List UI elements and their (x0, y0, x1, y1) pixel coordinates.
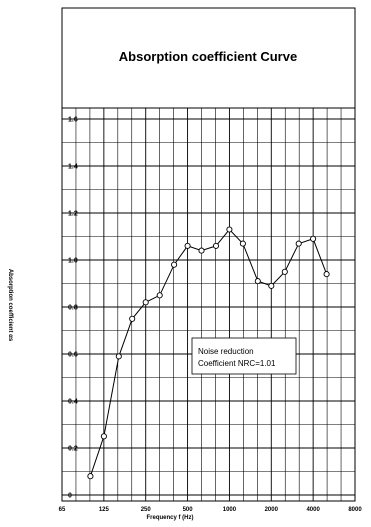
y-tick-label: 0.6 (68, 352, 78, 359)
data-point (87, 473, 94, 480)
y-tick-label: 0.2 (68, 446, 78, 453)
data-point (226, 226, 233, 233)
x-tick-labels: 65 125 250 500 1000 2000 4000 8000 (59, 507, 363, 513)
series-line (89, 228, 328, 477)
y-tick-label: 1.0 (68, 258, 78, 265)
chart-title: Absorption coefficient Curve (119, 49, 297, 64)
data-point (156, 292, 163, 299)
title-box (61, 7, 356, 109)
x-tick-label: 8000 (348, 507, 362, 513)
data-point (239, 240, 246, 247)
x-tick-label: 125 (99, 507, 110, 513)
nrc-annotation-line2: Coefficient NRC=1.01 (198, 359, 276, 368)
y-tick-labels: 0 0.2 0.4 0.6 0.8 1.0 1.2 1.4 1.6 (68, 117, 78, 500)
data-point (254, 278, 261, 285)
y-tick-label: 1.6 (68, 117, 78, 124)
y-tick-label: 1.4 (68, 164, 78, 171)
x-tick-label: 4000 (306, 507, 320, 513)
x-axis-label: Frequency f (Hz) (146, 515, 193, 521)
plot-area (61, 107, 356, 502)
x-tick-label: 2000 (265, 507, 279, 513)
y-tick-label: 0.8 (68, 305, 78, 312)
data-point (184, 242, 191, 249)
data-point (100, 433, 107, 440)
data-points (87, 226, 330, 480)
x-tick-label: 1000 (223, 507, 237, 513)
y-axis-label: Absorption coefficient αs (7, 269, 13, 342)
data-point (115, 353, 122, 360)
data-point (212, 242, 220, 249)
data-point (129, 315, 136, 322)
data-point (142, 299, 149, 306)
data-point (310, 235, 317, 242)
y-tick-label: 0 (68, 493, 72, 500)
x-tick-label: 500 (183, 507, 194, 513)
data-point (198, 247, 205, 254)
data-point (171, 261, 178, 268)
nrc-annotation-box (191, 337, 297, 375)
data-point (295, 240, 302, 247)
grid-lines (62, 108, 355, 501)
nrc-annotation-line1: Noise reduction (198, 347, 254, 356)
x-tick-label: 65 (59, 507, 66, 513)
data-point (281, 268, 288, 275)
x-tick-label: 250 (141, 507, 152, 513)
y-tick-label: 0.4 (68, 399, 78, 406)
y-tick-label: 1.2 (68, 211, 78, 218)
data-point (323, 271, 330, 278)
data-point (268, 282, 275, 289)
